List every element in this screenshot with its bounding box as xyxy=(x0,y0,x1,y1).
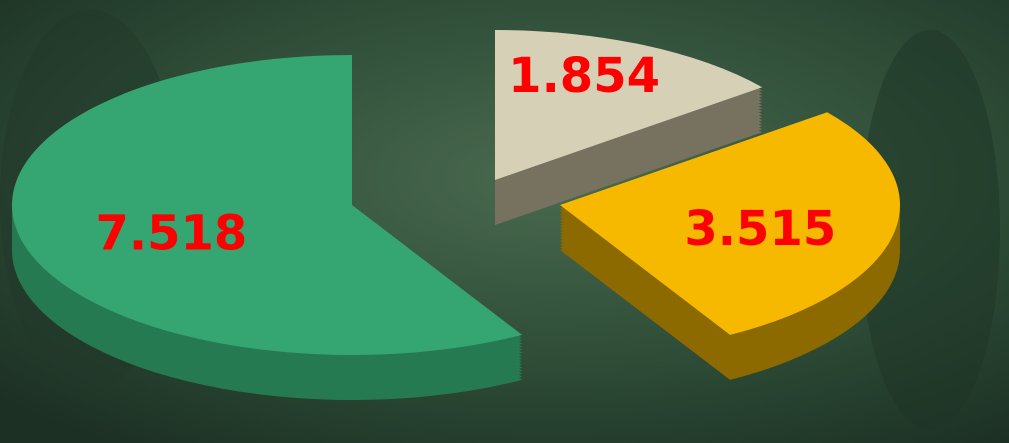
value-label: 1.854 xyxy=(508,48,660,104)
value-label: 3.515 xyxy=(684,201,836,257)
chart: 1.854 7.518 3.515 xyxy=(0,0,1009,443)
value-label: 7.518 xyxy=(95,205,247,261)
